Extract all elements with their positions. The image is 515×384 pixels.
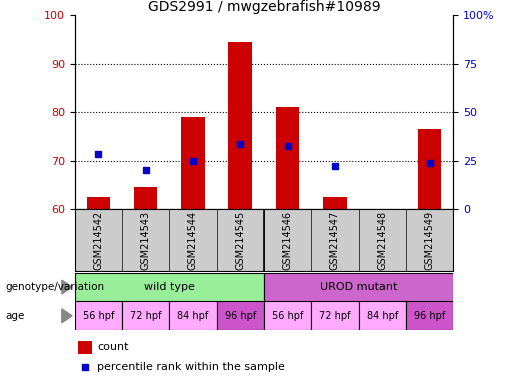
Text: GSM214546: GSM214546 — [283, 210, 293, 270]
Bar — [78, 341, 92, 354]
Text: GSM214542: GSM214542 — [93, 210, 104, 270]
Text: genotype/variation: genotype/variation — [5, 282, 104, 292]
Bar — [358, 301, 406, 330]
Text: 56 hpf: 56 hpf — [82, 311, 114, 321]
Bar — [418, 129, 441, 209]
Text: 84 hpf: 84 hpf — [177, 311, 209, 321]
Text: GSM214543: GSM214543 — [141, 210, 151, 270]
Bar — [276, 108, 299, 209]
Text: GSM214547: GSM214547 — [330, 210, 340, 270]
Bar — [87, 197, 110, 209]
Bar — [75, 273, 264, 301]
Bar — [311, 301, 358, 330]
Bar — [122, 301, 169, 330]
Bar — [264, 301, 311, 330]
Bar — [264, 273, 453, 301]
Bar — [406, 301, 453, 330]
Text: 96 hpf: 96 hpf — [225, 311, 256, 321]
Polygon shape — [62, 309, 72, 323]
Bar — [217, 301, 264, 330]
Polygon shape — [62, 280, 72, 294]
Bar — [75, 301, 122, 330]
Text: count: count — [97, 343, 129, 353]
Text: 96 hpf: 96 hpf — [414, 311, 445, 321]
Text: 72 hpf: 72 hpf — [130, 311, 161, 321]
Text: 72 hpf: 72 hpf — [319, 311, 351, 321]
Text: 84 hpf: 84 hpf — [367, 311, 398, 321]
Text: GSM214548: GSM214548 — [377, 210, 387, 270]
Bar — [134, 187, 158, 209]
Bar — [181, 117, 205, 209]
Bar — [169, 301, 217, 330]
Title: GDS2991 / mwgzebrafish#10989: GDS2991 / mwgzebrafish#10989 — [148, 0, 380, 14]
Text: percentile rank within the sample: percentile rank within the sample — [97, 362, 285, 372]
Text: wild type: wild type — [144, 282, 195, 292]
Bar — [229, 42, 252, 209]
Text: GSM214549: GSM214549 — [424, 210, 435, 270]
Text: age: age — [5, 311, 25, 321]
Text: UROD mutant: UROD mutant — [320, 282, 397, 292]
Text: 56 hpf: 56 hpf — [272, 311, 303, 321]
Text: GSM214544: GSM214544 — [188, 210, 198, 270]
Bar — [323, 197, 347, 209]
Text: GSM214545: GSM214545 — [235, 210, 245, 270]
